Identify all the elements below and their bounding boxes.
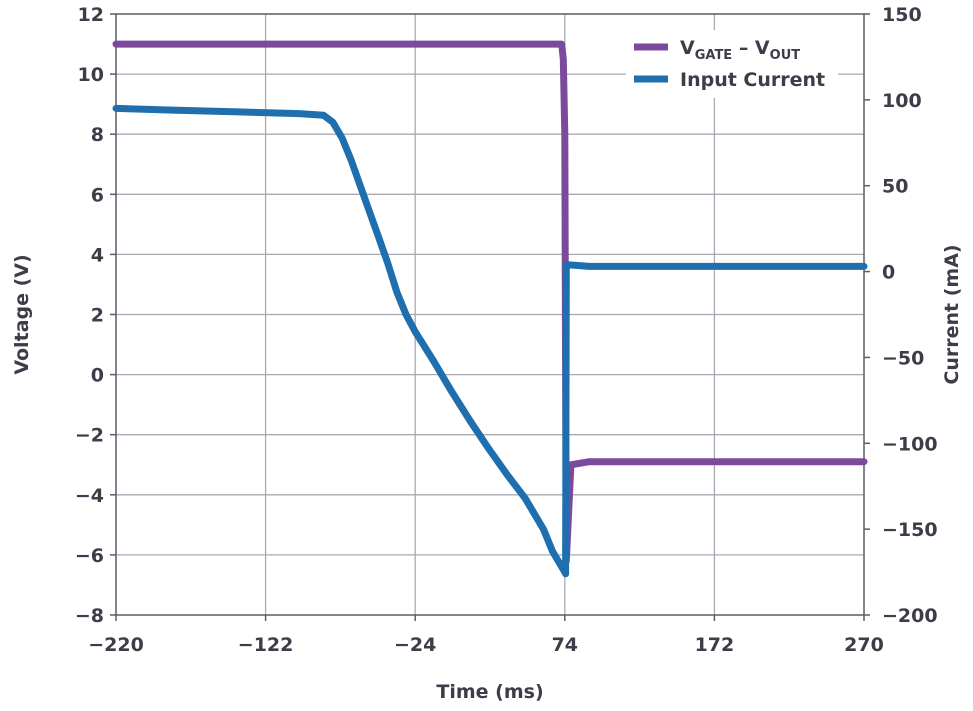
- legend-label-gate-sub: GATE: [695, 48, 732, 63]
- x-axis-title: Time (ms): [436, 681, 543, 703]
- y-left-tick-label: 6: [91, 184, 104, 206]
- series-line-vgate-vout: [112, 40, 868, 565]
- legend-label-minus-v: – V: [732, 37, 770, 59]
- y-left-tick-label: −8: [75, 605, 104, 627]
- tick-labels: −220 −122 −24 74 172 270 −8 −6 −4 −2 0 2 4 6 8 10 12 −200…: [75, 4, 938, 656]
- x-tick-label: −122: [238, 634, 294, 656]
- legend-label-input-current: Input Current: [680, 69, 825, 91]
- y-left-tick-label: −6: [75, 545, 104, 567]
- y-left-tick-label: −2: [75, 425, 104, 447]
- legend: VGATE – VOUT Input Current: [626, 30, 838, 98]
- y-right-tick-label: 0: [882, 262, 895, 284]
- x-tick-label: 172: [695, 634, 735, 656]
- y-left-tick-label: 10: [78, 64, 104, 86]
- y-right-tick-label: −200: [882, 605, 938, 627]
- grid: [116, 14, 864, 615]
- series-line-input-current: [112, 104, 868, 578]
- y-right-tick-label: −150: [882, 519, 938, 541]
- legend-label-v: V: [680, 37, 695, 59]
- y-right-tick-label: −50: [882, 347, 924, 369]
- y-right-tick-label: 100: [882, 90, 922, 112]
- y-left-tick-label: 12: [78, 4, 104, 26]
- legend-background: [626, 30, 838, 98]
- x-tick-label: 74: [552, 634, 578, 656]
- y-right-tick-label: −100: [882, 433, 938, 455]
- y-right-tick-label: 50: [882, 176, 908, 198]
- y-left-tick-label: 2: [91, 305, 104, 327]
- y-right-tick-label: 150: [882, 4, 922, 26]
- x-tick-label: −24: [394, 634, 436, 656]
- y-left-tick-label: −4: [75, 485, 104, 507]
- y-left-tick-label: 8: [91, 124, 104, 146]
- x-tick-label: 270: [844, 634, 884, 656]
- y-left-tick-label: 4: [91, 244, 104, 266]
- legend-label-out-sub: OUT: [770, 48, 801, 63]
- y-axis-right-title: Current (mA): [941, 244, 963, 384]
- legend-label-vgate-vout: VGATE – VOUT: [680, 37, 800, 63]
- x-tick-label: −220: [88, 634, 144, 656]
- series-layer: [112, 40, 868, 578]
- y-axis-left-title: Voltage (V): [11, 254, 33, 374]
- y-left-tick-label: 0: [91, 365, 104, 387]
